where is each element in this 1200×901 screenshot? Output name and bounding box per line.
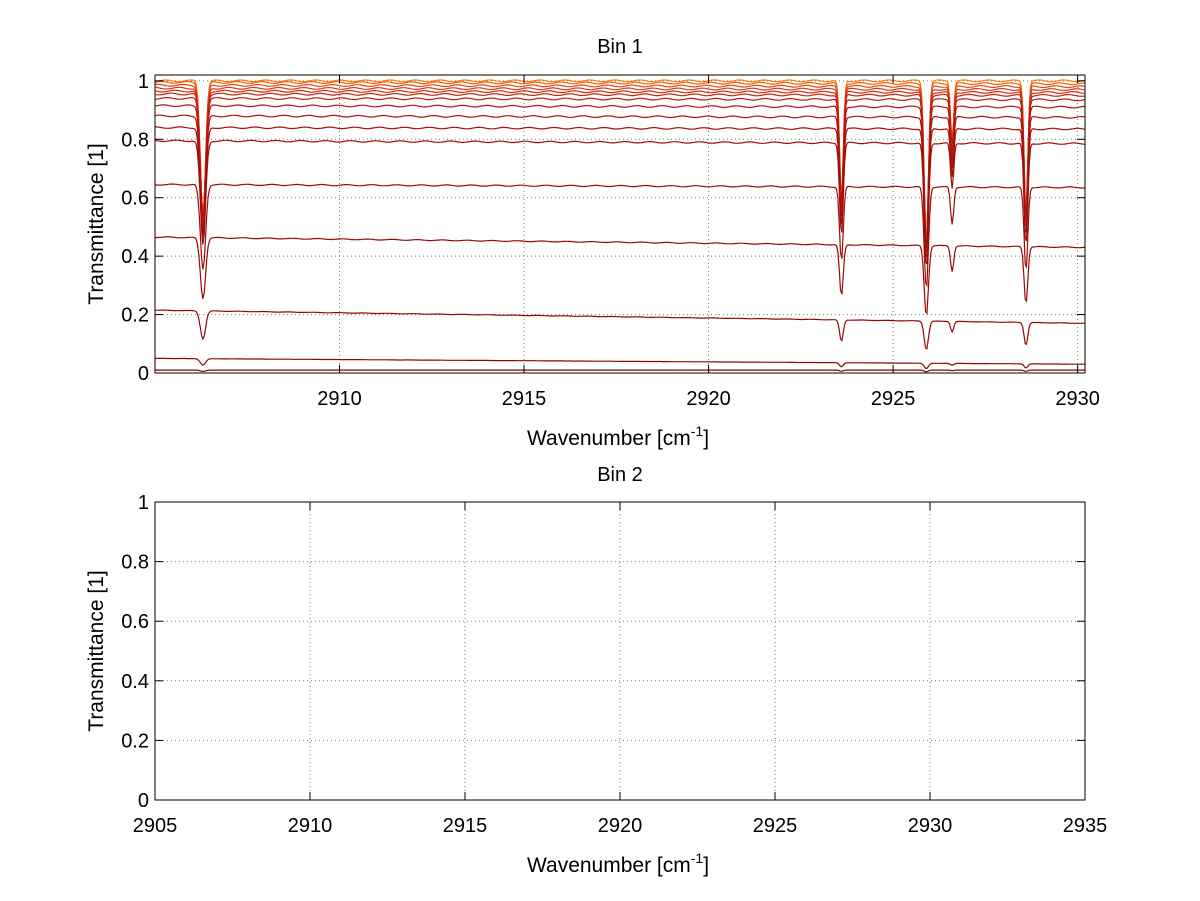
spectrum-line [154, 92, 1086, 243]
x-tick-label: 2915 [502, 388, 547, 410]
y-tick-label: 0.6 [121, 188, 149, 210]
spectrum-line [154, 80, 1085, 238]
spectrum-line [154, 183, 1086, 288]
bin1-ticks: 2910 2915 2920 2925 2930 0 0.2 0.4 0.6 0.8 1 [121, 71, 1100, 410]
spectrum-line [155, 369, 1085, 373]
y-tick-label: 0 [138, 363, 149, 385]
y-tick-label: 0 [138, 790, 149, 812]
y-tick-label: 0.2 [121, 305, 149, 327]
x-tick-label: 2920 [686, 388, 731, 410]
spectrum-line [154, 236, 1086, 315]
bin1-title: Bin 1 [597, 36, 643, 58]
y-tick-label: 0.8 [121, 552, 149, 574]
spectrum-line [154, 97, 1086, 246]
bin2-title: Bin 2 [597, 464, 643, 486]
bin2-xlabel-main: Wavenumber [cm [527, 854, 691, 877]
spectrum-line [155, 309, 1085, 350]
bin1-axes-frame [154, 74, 1086, 374]
x-tick-label: 2935 [1063, 815, 1108, 837]
y-tick-label: 1 [138, 71, 149, 93]
x-tick-label: 2910 [288, 815, 333, 837]
bin2-ylabel: Transmittance [1] [85, 570, 108, 731]
spectrum-line [154, 89, 1086, 241]
spectrum-line [155, 357, 1085, 370]
x-tick-label: 2925 [871, 388, 916, 410]
x-tick-label: 2930 [908, 815, 953, 837]
bin1-series-group [154, 79, 1086, 373]
spectrum-line [155, 126, 1086, 258]
y-tick-label: 0.2 [121, 730, 149, 752]
x-tick-label: 2920 [598, 815, 643, 837]
x-tick-label: 2915 [443, 815, 488, 837]
spectrum-line [154, 86, 1086, 239]
spectrum-line [154, 139, 1086, 265]
bin2-ticks: 2905 2910 2915 2920 2925 2930 2935 0 0.2 0.4 0.6 0.… [121, 492, 1107, 837]
y-tick-label: 0.6 [121, 611, 149, 633]
spectrum-line [154, 104, 1085, 249]
bin2-panel: Bin 2 2905 2910 2915 2920 2925 2930 2935 0 0.2 0.… [85, 464, 1107, 877]
y-tick-label: 1 [138, 492, 149, 514]
bin2-xlabel: Wavenumber [cm-1] [527, 850, 709, 877]
bin1-xlabel: Wavenumber [cm-1] [527, 423, 709, 450]
y-tick-label: 0.4 [121, 246, 149, 268]
x-tick-label: 2925 [753, 815, 798, 837]
x-tick-label: 2910 [317, 388, 362, 410]
bin2-xlabel-sup: -1 [691, 850, 704, 866]
bin1-xlabel-sup: -1 [691, 423, 704, 439]
bin2-grid [155, 502, 1085, 800]
spectrum-line [154, 79, 1086, 237]
bin1-grid [155, 75, 1085, 373]
bin1-panel: Bin 1 2910 2915 2920 2925 2930 0 0.2 0.4 0.6 0.8 1… [85, 36, 1100, 450]
x-tick-label: 2905 [133, 815, 178, 837]
y-tick-label: 0.4 [121, 671, 149, 693]
spectrum-line [154, 114, 1086, 253]
bin1-xlabel-main: Wavenumber [cm [527, 427, 691, 450]
y-tick-label: 0.8 [121, 129, 149, 151]
bin1-xlabel-end: ] [703, 427, 709, 450]
bin1-ylabel: Transmittance [1] [85, 143, 108, 304]
x-tick-label: 2930 [1055, 388, 1100, 410]
bin2-xlabel-end: ] [703, 854, 709, 877]
